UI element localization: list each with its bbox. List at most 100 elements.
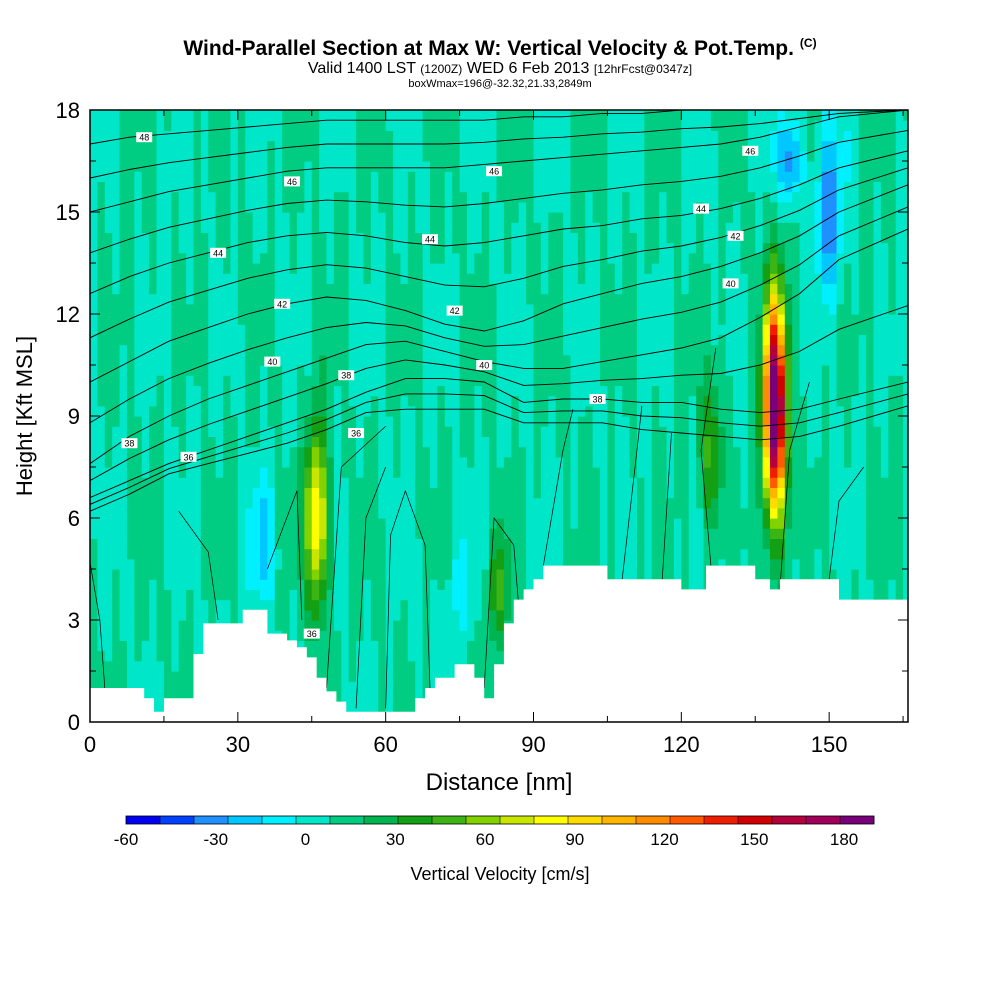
theta-contour-43 xyxy=(90,167,908,339)
axis-ticks xyxy=(89,109,908,723)
chart-title: Wind-Parallel Section at Max W: Vertical… xyxy=(183,36,817,60)
colorbar: -60 -30 0 30 60 90 120 150 180 Vertical Velocity … xyxy=(114,815,875,884)
y-tick-label: 18 xyxy=(56,98,80,123)
y-axis-label: Height [Kft MSL] xyxy=(12,336,37,496)
colorbar-swatch xyxy=(398,816,433,824)
theta-contour-38 xyxy=(90,378,908,499)
colorbar-tick-label: -60 xyxy=(114,830,139,849)
colorbar-tick-label: 120 xyxy=(650,830,678,849)
colorbar-swatch xyxy=(364,816,399,824)
velocity-isoline xyxy=(267,490,303,621)
theta-label-box xyxy=(727,230,744,241)
colorbar-swatch xyxy=(160,816,195,824)
theta-label-box xyxy=(136,132,153,143)
y-tick-label: 9 xyxy=(68,404,80,429)
theta-label-box xyxy=(274,298,291,309)
y-tick-label: 3 xyxy=(68,608,80,633)
velocity-isoline xyxy=(355,466,386,709)
colorbar-swatch xyxy=(534,816,569,824)
x-tick-label: 60 xyxy=(373,732,397,757)
theta-label-box xyxy=(121,438,138,449)
x-tick-label: 150 xyxy=(811,732,848,757)
x-tick-label: 0 xyxy=(84,732,96,757)
theta-label-box xyxy=(284,176,301,187)
theta-contour-47 xyxy=(90,110,908,179)
theta-label-box xyxy=(476,360,493,370)
colorbar-tick-label: 60 xyxy=(476,830,495,849)
theta-label-box xyxy=(446,305,463,316)
theta-label-box xyxy=(303,628,320,639)
velocity-isoline xyxy=(178,510,219,621)
x-tick-label: 120 xyxy=(663,732,700,757)
y-tick-label: 15 xyxy=(56,200,80,225)
colorbar-swatch xyxy=(262,816,297,824)
colorbar-swatch xyxy=(568,816,603,824)
colorbar-swatch xyxy=(670,816,705,824)
colorbar-swatch xyxy=(772,816,807,824)
colorbar-swatch xyxy=(738,816,773,824)
theta-label: 42 xyxy=(731,231,741,241)
velocity-isoline xyxy=(700,347,717,566)
theta-label-box xyxy=(210,247,227,258)
velocity-isoline xyxy=(621,405,643,580)
theta-label-box xyxy=(589,394,606,404)
colorbar-swatch xyxy=(432,816,467,824)
theta-contour-37 xyxy=(90,393,908,505)
chart-subtitle: Valid 1400 LST (1200Z) WED 6 Feb 2013 [1… xyxy=(307,60,693,77)
theta-label: 38 xyxy=(124,439,134,449)
theta-label-box xyxy=(348,428,365,438)
theta-label: 46 xyxy=(489,167,499,177)
theta-label: 38 xyxy=(341,371,351,381)
x-tick-label: 90 xyxy=(521,732,545,757)
colorbar-swatch xyxy=(704,816,739,824)
theta-contour-42 xyxy=(90,184,908,383)
velocity-isoline xyxy=(661,432,672,590)
theta-contour-39 xyxy=(90,305,908,481)
theta-label: 40 xyxy=(479,361,489,371)
colorbar-swatch xyxy=(466,816,501,824)
velocity-isoline xyxy=(483,516,520,689)
theta-contours: 36 36 36 38 38 38 40 40 40 42 42 42 44 44 44 46 46 46 48 xyxy=(90,110,908,639)
colorbar-swatch xyxy=(228,816,263,824)
theta-contour-45 xyxy=(90,129,908,254)
theta-label: 42 xyxy=(277,299,287,309)
theta-contour-46 xyxy=(90,110,908,213)
y-tick-label: 6 xyxy=(68,506,80,531)
colorbar-swatch xyxy=(840,816,875,824)
colorbar-swatch xyxy=(500,816,535,824)
velocity-isoline xyxy=(385,489,431,709)
y-tick-label: 12 xyxy=(56,302,80,327)
colorbar-label: Vertical Velocity [cm/s] xyxy=(410,864,589,884)
chart-box-info: boxWmax=196@-32.32,21.33,2849m xyxy=(408,78,592,90)
theta-label: 36 xyxy=(307,629,317,639)
theta-label-box xyxy=(180,451,197,462)
x-axis-label: Distance [nm] xyxy=(426,769,573,796)
colorbar-tick-label: 180 xyxy=(830,830,858,849)
theta-label: 40 xyxy=(726,279,736,289)
colorbar-tick-label: 90 xyxy=(565,830,584,849)
theta-label: 48 xyxy=(139,133,149,143)
colorbar-swatch xyxy=(636,816,671,824)
colorbar-swatch xyxy=(126,816,161,824)
theta-label: 42 xyxy=(450,306,460,316)
title-tag: (C) xyxy=(799,36,817,50)
theta-contour-48 xyxy=(90,110,908,145)
colorbar-tick-label: -30 xyxy=(203,830,228,849)
theta-label: 36 xyxy=(351,429,361,439)
theta-label: 46 xyxy=(745,146,755,156)
colorbar-swatch xyxy=(806,816,841,824)
theta-contour-36 xyxy=(90,405,908,512)
theta-label: 46 xyxy=(287,177,297,187)
velocity-isoline xyxy=(326,425,386,689)
velocity-isoline xyxy=(779,381,810,590)
theta-label: 44 xyxy=(696,204,706,214)
y-tick-label: 0 xyxy=(68,710,80,735)
terrain xyxy=(90,565,908,722)
velocity-isoline xyxy=(828,466,864,580)
x-tick-label: 30 xyxy=(226,732,250,757)
colorbar-swatch xyxy=(602,816,637,824)
colorbar-tick-label: 0 xyxy=(301,830,310,849)
theta-label: 38 xyxy=(593,395,603,405)
colorbar-swatch xyxy=(330,816,365,824)
